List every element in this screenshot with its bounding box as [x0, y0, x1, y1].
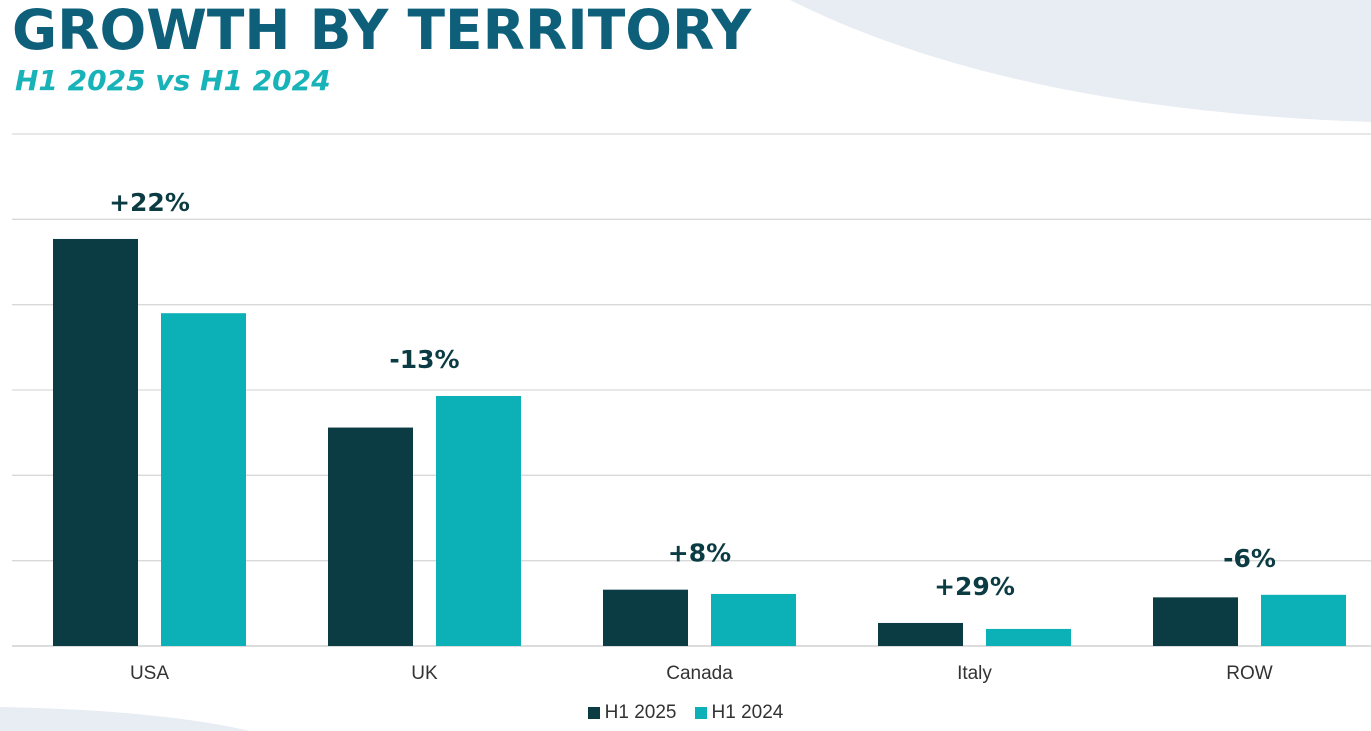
x-tick-label-canada: Canada — [666, 663, 733, 684]
page-title: GROWTH BY TERRITORY — [12, 0, 752, 62]
growth-label-italy: +29% — [934, 572, 1015, 601]
legend-item-h1-2024[interactable]: H1 2024 — [694, 702, 784, 724]
bar-row-h1-2025[interactable] — [1153, 597, 1238, 646]
growth-label-usa: +22% — [109, 188, 190, 217]
page-subtitle: H1 2025 vs H1 2024 — [15, 64, 331, 97]
growth-label-canada: +8% — [668, 539, 731, 568]
background-swoosh-top-right — [790, 0, 1371, 122]
bar-canada-h1-2025[interactable] — [603, 589, 688, 646]
x-tick-label-usa: USA — [130, 663, 169, 684]
x-tick-label-italy: Italy — [957, 663, 992, 684]
growth-label-uk: -13% — [389, 345, 459, 374]
bar-uk-h1-2025[interactable] — [328, 427, 413, 646]
chart-legend: H1 2025 H1 2024 — [0, 702, 1371, 724]
legend-label-h1-2024: H1 2024 — [711, 702, 784, 723]
legend-swatch-h1-2025 — [587, 707, 600, 719]
legend-item-h1-2025[interactable]: H1 2025 — [587, 702, 677, 724]
legend-label-h1-2025: H1 2025 — [604, 702, 677, 723]
chart-bars — [53, 238, 1346, 646]
growth-label-row: -6% — [1223, 544, 1276, 573]
chart-x-tick-labels: USA UK Canada Italy ROW — [130, 663, 1273, 684]
background-swoosh-bottom-left — [0, 707, 250, 731]
chart-growth-labels: +22% -13% +8% +29% -6% — [109, 188, 1276, 601]
bar-italy-h1-2025[interactable] — [878, 622, 963, 646]
bar-canada-h1-2024[interactable] — [711, 593, 796, 646]
bar-uk-h1-2024[interactable] — [436, 395, 521, 646]
bar-usa-h1-2024[interactable] — [161, 313, 246, 646]
x-tick-label-uk: UK — [411, 663, 438, 684]
bar-usa-h1-2025[interactable] — [53, 238, 138, 646]
bar-italy-h1-2024[interactable] — [986, 628, 1071, 646]
x-tick-label-row: ROW — [1226, 663, 1273, 684]
legend-swatch-h1-2024 — [694, 707, 707, 719]
bar-row-h1-2024[interactable] — [1261, 594, 1346, 646]
